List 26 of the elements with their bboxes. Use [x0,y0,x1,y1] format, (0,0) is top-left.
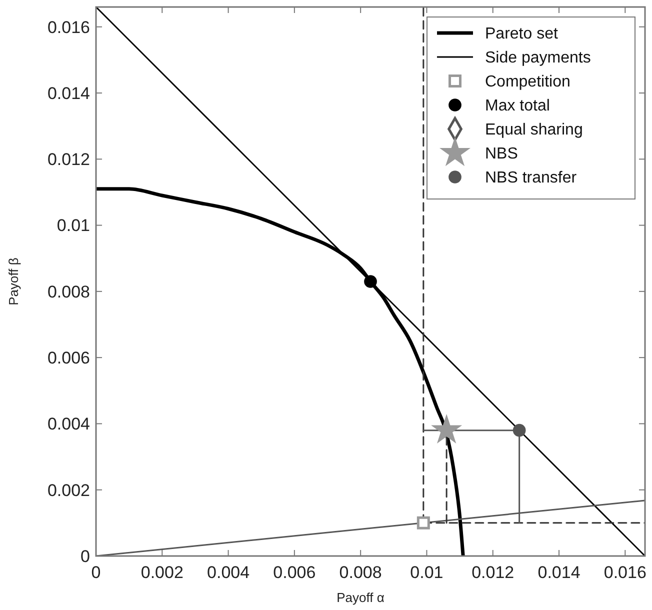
y-tick-label: 0.012 [47,150,90,170]
y-tick-label: 0.002 [47,480,90,500]
x-tick-label: 0.01 [410,563,444,582]
legend-label: NBS [485,146,518,163]
x-tick-label: 0.012 [472,563,514,582]
x-tick-label: 0.002 [140,563,184,582]
legend-label: Competition [485,74,570,91]
legend-label: Side payments [485,50,591,67]
legend-label: Max total [485,98,550,115]
x-tick-label: 0.004 [207,563,250,582]
x-axis-title: Payoff α [336,590,385,605]
x-tick-label: 0.006 [273,563,316,582]
y-tick-label: 0.016 [47,18,90,37]
y-tick-label: 0.004 [47,414,90,434]
y-tick-label: 0 [80,546,90,566]
y-axis-title: Payoff β [6,258,21,306]
x-tick-label: 0.016 [604,563,646,582]
y-tick-label: 0.01 [56,216,90,236]
legend-label: NBS transfer [485,170,578,187]
legend-label: Pareto set [485,26,558,43]
y-tick-label: 0.006 [47,348,90,368]
legend-label: Equal sharing [485,122,583,139]
y-tick-label: 0.014 [47,84,90,103]
x-tick-label: 0.008 [339,563,382,582]
x-tick-label: 0.014 [538,563,580,582]
y-tick-label: 0.008 [47,282,90,302]
